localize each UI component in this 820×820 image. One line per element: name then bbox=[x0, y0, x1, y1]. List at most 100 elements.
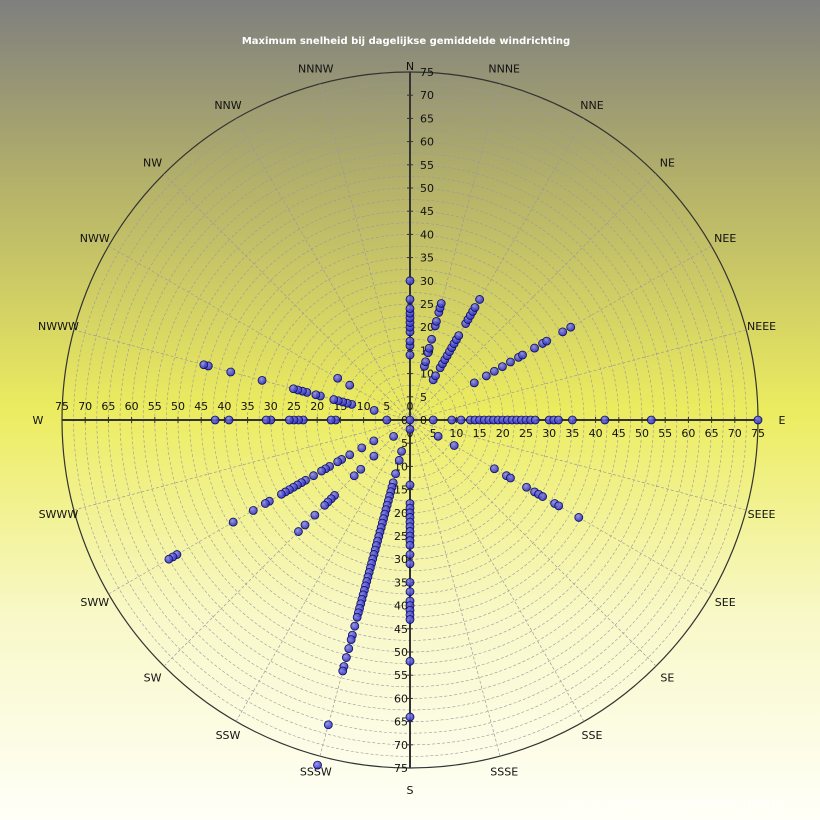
direction-label-swww: SWWW bbox=[39, 508, 79, 521]
tick-label-e: 45 bbox=[612, 427, 626, 440]
data-point-sssw bbox=[338, 666, 348, 676]
data-point-e bbox=[456, 415, 466, 425]
data-point-sw bbox=[320, 500, 330, 510]
data-point-sw bbox=[300, 520, 310, 530]
tick-label-s: 55 bbox=[394, 669, 408, 682]
data-point-sww bbox=[277, 489, 286, 499]
data-point-see bbox=[506, 473, 515, 483]
direction-label-nee: NEE bbox=[714, 232, 736, 245]
spoke-ssse bbox=[409, 419, 501, 757]
data-point-sww bbox=[260, 499, 270, 508]
tick-label-s: 60 bbox=[394, 692, 408, 705]
tick-label-w: 10 bbox=[357, 400, 371, 413]
spoke-nnw bbox=[235, 118, 411, 421]
spoke-sssw bbox=[319, 419, 411, 757]
data-point-n bbox=[405, 276, 415, 286]
direction-label-ssw: SSW bbox=[216, 729, 241, 742]
direction-label-ne: NE bbox=[660, 157, 675, 170]
data-point-nnne bbox=[421, 357, 431, 367]
tick-label-w: 75 bbox=[55, 400, 69, 413]
direction-labels: N NNNE NNE NE NEE NEEE E SEEE SEE SE SSE SSSE S SSSW S… bbox=[33, 60, 786, 797]
data-point-sssw bbox=[397, 446, 406, 456]
data-point-w bbox=[326, 415, 336, 425]
tick-label-e: 60 bbox=[681, 427, 695, 440]
direction-label-se: SE bbox=[660, 671, 674, 684]
spoke-see bbox=[409, 419, 712, 595]
data-point-n bbox=[405, 336, 415, 346]
data-point-nnne bbox=[432, 316, 441, 326]
data-point-nww bbox=[345, 380, 355, 390]
data-point-sssw bbox=[394, 455, 404, 465]
data-point-sssw bbox=[323, 720, 333, 730]
tick-label-e: 25 bbox=[519, 427, 533, 440]
tick-label-w: 45 bbox=[194, 400, 208, 413]
data-point-nee bbox=[489, 366, 499, 376]
data-point-sww bbox=[317, 466, 326, 476]
tick-label-s: 35 bbox=[394, 576, 408, 589]
data-point-sssw bbox=[352, 612, 362, 622]
tick-label-s: 20 bbox=[394, 507, 408, 520]
data-point-sww bbox=[369, 436, 379, 446]
tick-label-n: 55 bbox=[420, 159, 434, 172]
data-point-sww bbox=[309, 471, 318, 481]
watermark[interactable]: www.weerstationhaaksbergen.nl bbox=[568, 795, 784, 810]
direction-label-nnne: NNNE bbox=[488, 62, 520, 75]
data-point-n bbox=[405, 294, 415, 304]
data-point-nwww bbox=[311, 390, 321, 400]
spoke-nw bbox=[163, 173, 411, 421]
direction-label-sww: SWW bbox=[80, 596, 109, 609]
tick-label-e: 75 bbox=[751, 427, 765, 440]
tick-label-w: 55 bbox=[148, 400, 162, 413]
direction-label-nne: NNE bbox=[580, 99, 603, 112]
data-point-w bbox=[210, 415, 220, 425]
tick-label-n: 50 bbox=[420, 182, 434, 195]
direction-label-neee: NEEE bbox=[747, 320, 776, 333]
radial-tick-labels: 0000555510101010151515152020202025252525… bbox=[55, 66, 765, 775]
tick-label-e: 15 bbox=[473, 427, 487, 440]
tick-label-s: 15 bbox=[394, 484, 408, 497]
data-point-e bbox=[447, 415, 457, 425]
spoke-nnnw bbox=[319, 83, 411, 421]
data-point-s bbox=[405, 615, 415, 624]
tick-label-n: 35 bbox=[420, 252, 434, 265]
data-point-n bbox=[405, 304, 415, 314]
tick-label-n: 65 bbox=[420, 112, 434, 125]
direction-label-w: W bbox=[33, 414, 44, 427]
tick-label-e: 40 bbox=[589, 427, 603, 440]
tick-label-w: 65 bbox=[101, 400, 115, 413]
direction-label-nnw: NNW bbox=[214, 99, 241, 112]
tick-label-w: 25 bbox=[287, 400, 301, 413]
data-point-e bbox=[405, 415, 415, 425]
direction-label-n: N bbox=[406, 60, 414, 73]
tick-label-s: 45 bbox=[394, 623, 408, 636]
spoke-sw bbox=[163, 419, 411, 667]
data-point-s bbox=[405, 656, 415, 666]
data-point-s bbox=[405, 480, 415, 490]
data-point-sww bbox=[228, 517, 238, 527]
direction-label-sssw: SSSW bbox=[300, 766, 332, 779]
tick-label-e: 55 bbox=[658, 427, 672, 440]
data-point-w bbox=[261, 415, 271, 425]
tick-label-e: 50 bbox=[635, 427, 649, 440]
tick-label-n: 75 bbox=[420, 66, 434, 79]
direction-label-sse: SSE bbox=[582, 729, 603, 742]
data-point-e bbox=[530, 415, 540, 425]
tick-label-n: 45 bbox=[420, 205, 434, 218]
spoke-se bbox=[409, 419, 657, 667]
direction-label-nww: NWW bbox=[80, 232, 110, 245]
data-point-s bbox=[405, 712, 415, 722]
data-point-s bbox=[405, 424, 415, 434]
data-point-e bbox=[568, 415, 577, 425]
tick-label-s: 30 bbox=[394, 553, 408, 566]
direction-label-see: SEE bbox=[715, 596, 736, 609]
data-point-sssw bbox=[350, 621, 360, 631]
direction-label-sw: SW bbox=[144, 671, 162, 684]
data-point-sssw bbox=[391, 469, 400, 479]
data-point-nnne bbox=[424, 343, 434, 353]
data-point-sww bbox=[345, 450, 355, 460]
spoke-seee bbox=[409, 419, 747, 511]
tick-label-w: 70 bbox=[78, 400, 92, 413]
data-point-nne bbox=[470, 303, 480, 312]
data-point-nwww bbox=[329, 395, 339, 404]
data-point-nee bbox=[542, 336, 552, 346]
